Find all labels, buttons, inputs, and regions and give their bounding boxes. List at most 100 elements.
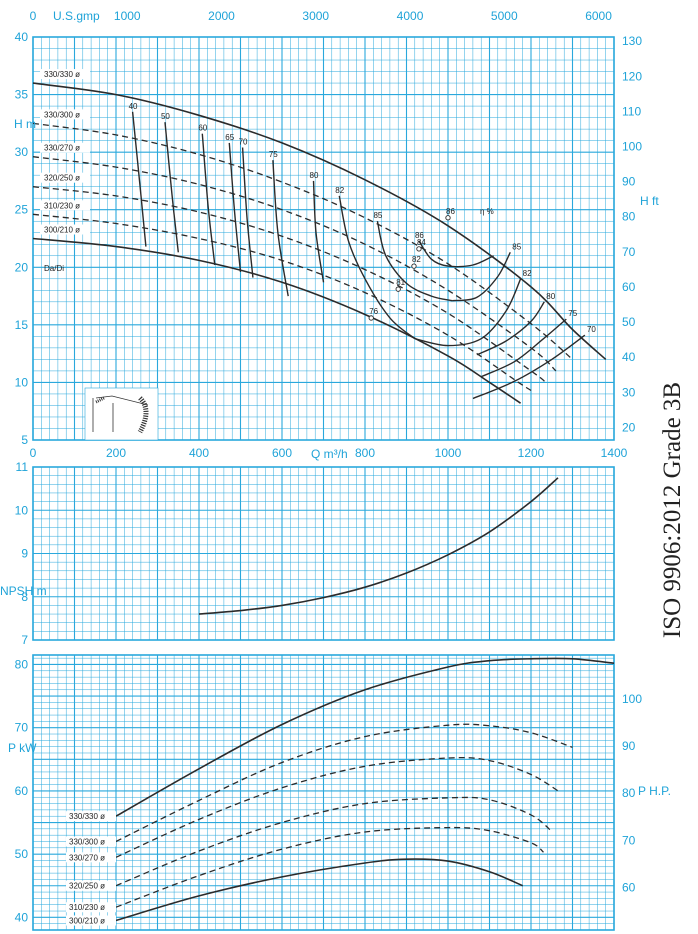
power-label-bg bbox=[66, 811, 116, 822]
head-curve bbox=[32, 82, 607, 360]
power-diameter-label: 310/230 ø bbox=[69, 903, 105, 912]
power-curve bbox=[115, 756, 561, 858]
efficiency-point bbox=[416, 246, 422, 252]
head-y-tick-label: 20 bbox=[15, 260, 29, 274]
npsh-curve bbox=[198, 477, 559, 615]
head-diameter-label: 330/270 ø bbox=[44, 144, 80, 153]
efficiency-label: 70 bbox=[239, 138, 248, 147]
efficiency-line bbox=[241, 147, 254, 278]
curves-layer bbox=[32, 82, 615, 922]
head-curve bbox=[32, 186, 546, 383]
power-curve bbox=[115, 826, 544, 908]
head-label-bg bbox=[40, 172, 90, 183]
power-y-right-tick-label: 60 bbox=[622, 881, 636, 895]
head-diameter-label: 320/250 ø bbox=[44, 174, 80, 183]
x-top-tick-label: 2000 bbox=[208, 9, 235, 23]
x-top-tick-label: 0 bbox=[30, 9, 37, 23]
npsh-y-tick-label: 10 bbox=[15, 503, 29, 517]
x-tick-label: 600 bbox=[272, 446, 292, 460]
head-y-right-tick-label: 40 bbox=[622, 350, 636, 364]
efficiency-line bbox=[376, 221, 453, 302]
efficiency-point-label: 81 bbox=[396, 278, 405, 287]
power-right-axis-label: P H.P. bbox=[638, 784, 671, 798]
x-top-tick-label: 5000 bbox=[491, 9, 518, 23]
head-y-right-tick-label: 130 bbox=[622, 34, 642, 48]
x-bottom-axis-label: Q m³/h bbox=[311, 447, 348, 461]
panel-frame bbox=[32, 654, 615, 931]
head-label-bg bbox=[40, 142, 90, 153]
power-label-bg bbox=[66, 915, 116, 926]
efficiency-label: 80 bbox=[310, 171, 319, 180]
head-right-axis-label: H ft bbox=[640, 194, 659, 208]
x-top-tick-label: 3000 bbox=[302, 9, 329, 23]
head-y-right-tick-label: 20 bbox=[622, 420, 636, 434]
efficiency-label: 86 bbox=[415, 231, 424, 240]
npsh-axis-label: NPSH m bbox=[0, 584, 47, 598]
efficiency-label: 85 bbox=[512, 242, 521, 251]
head-y-tick-label: 25 bbox=[15, 203, 29, 217]
efficiency-point bbox=[395, 286, 401, 292]
power-y-right-tick-label: 100 bbox=[622, 692, 642, 706]
power-y-tick-label: 70 bbox=[15, 721, 29, 735]
head-y-right-tick-label: 50 bbox=[622, 315, 636, 329]
x-tick-label: 0 bbox=[30, 446, 37, 460]
efficiency-point-label: 84 bbox=[417, 238, 426, 247]
x-top-tick-label: 1000 bbox=[114, 9, 141, 23]
efficiency-label: 82 bbox=[523, 269, 532, 278]
head-label-bg bbox=[40, 109, 90, 120]
head-y-tick-label: 10 bbox=[15, 375, 29, 389]
curve-labels-layer: 330/330 ø 330/300 ø 330/270 ø 320/250 ø 310/… bbox=[40, 69, 596, 926]
efficiency-label: 70 bbox=[587, 325, 596, 334]
x-top-tick-label: 6000 bbox=[585, 9, 612, 23]
efficiency-point-label: 82 bbox=[412, 255, 421, 264]
head-y-right-tick-label: 70 bbox=[622, 245, 636, 259]
power-left-axis-label: P kW bbox=[8, 741, 37, 755]
head-curve bbox=[32, 156, 557, 372]
efficiency-line bbox=[480, 318, 567, 378]
standard-label-text: ISO 9906:2012 Grade 3B bbox=[659, 381, 687, 639]
head-y-right-tick-label: 90 bbox=[622, 175, 636, 189]
npsh-y-tick-label: 11 bbox=[16, 460, 29, 474]
head-curve bbox=[32, 122, 573, 360]
power-curve bbox=[115, 657, 615, 817]
x-top-axis-label: U.S.gmp bbox=[53, 9, 100, 23]
npsh-y-tick-label: 7 bbox=[21, 633, 28, 647]
efficiency-label: 82 bbox=[335, 186, 344, 195]
head-y-tick-label: 15 bbox=[15, 318, 29, 332]
efficiency-point-label: 86 bbox=[446, 207, 455, 216]
tick-labels-layer: 0 200 400 600 800 1000 1200 1400 0 1000 2000 3000 40… bbox=[15, 9, 643, 924]
head-label-bg bbox=[40, 200, 90, 211]
head-y-tick-label: 35 bbox=[15, 88, 29, 102]
power-label-bg bbox=[66, 852, 116, 863]
head-diameter-label: 330/300 ø bbox=[44, 110, 80, 119]
head-left-axis-label: H m bbox=[14, 117, 36, 131]
npsh-y-tick-label: 9 bbox=[21, 547, 28, 561]
power-y-right-tick-label: 80 bbox=[622, 786, 636, 800]
efficiency-label: 40 bbox=[129, 102, 138, 111]
power-y-right-tick-label: 70 bbox=[622, 833, 636, 847]
efficiency-line bbox=[272, 160, 289, 297]
head-diameter-label: 310/230 ø bbox=[44, 201, 80, 210]
efficiency-line bbox=[131, 111, 147, 247]
head-y-right-tick-label: 60 bbox=[622, 280, 636, 294]
diameter-header: Da/Di bbox=[44, 264, 64, 273]
power-curve bbox=[115, 723, 573, 843]
efficiency-line bbox=[452, 251, 511, 302]
head-y-right-tick-label: 100 bbox=[622, 140, 642, 154]
efficiency-line bbox=[164, 122, 179, 253]
efficiency-point bbox=[445, 215, 451, 221]
efficiency-label: 80 bbox=[546, 292, 555, 301]
power-label-bg bbox=[66, 902, 116, 913]
efficiency-label: 50 bbox=[161, 112, 170, 121]
impeller-diagram-icon bbox=[84, 387, 159, 441]
head-y-tick-label: 5 bbox=[21, 433, 28, 447]
power-diameter-label: 320/250 ø bbox=[69, 882, 105, 891]
power-curve bbox=[115, 858, 524, 922]
efficiency-point bbox=[411, 263, 417, 269]
efficiency-line bbox=[476, 301, 545, 356]
power-y-tick-label: 50 bbox=[15, 847, 29, 861]
power-diameter-label: 330/270 ø bbox=[69, 853, 105, 862]
npsh-y-tick-label: 8 bbox=[21, 590, 28, 604]
head-y-tick-label: 40 bbox=[15, 30, 29, 44]
head-curve bbox=[32, 237, 522, 404]
